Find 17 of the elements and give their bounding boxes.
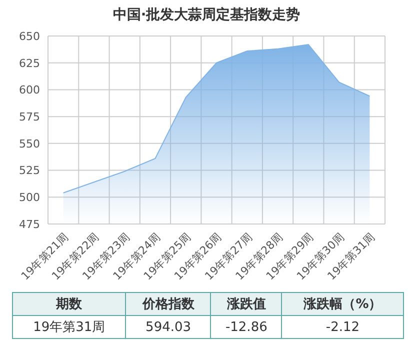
y-tick-label: 650 bbox=[19, 30, 40, 43]
y-tick-label: 600 bbox=[19, 84, 40, 97]
y-tick-label: 575 bbox=[19, 110, 40, 124]
text: 19年第31周 bbox=[12, 316, 126, 338]
y-tick-label: 525 bbox=[19, 164, 40, 178]
text: 期数 bbox=[12, 292, 126, 316]
y-tick-label: 475 bbox=[19, 218, 40, 231]
text: 涨跌值 bbox=[210, 292, 282, 316]
y-tick-label: 500 bbox=[19, 191, 40, 204]
y-tick-label: 625 bbox=[19, 56, 40, 70]
y-tick-label: 550 bbox=[19, 137, 40, 150]
chart-title: 中国·批发大蒜周定基指数走势 bbox=[112, 6, 302, 25]
text: -12.86 bbox=[210, 316, 282, 338]
text: 594.03 bbox=[126, 316, 211, 338]
text: 涨跌幅（%） bbox=[282, 292, 404, 316]
text: -2.12 bbox=[282, 316, 404, 338]
text: 价格指数 bbox=[126, 292, 211, 316]
